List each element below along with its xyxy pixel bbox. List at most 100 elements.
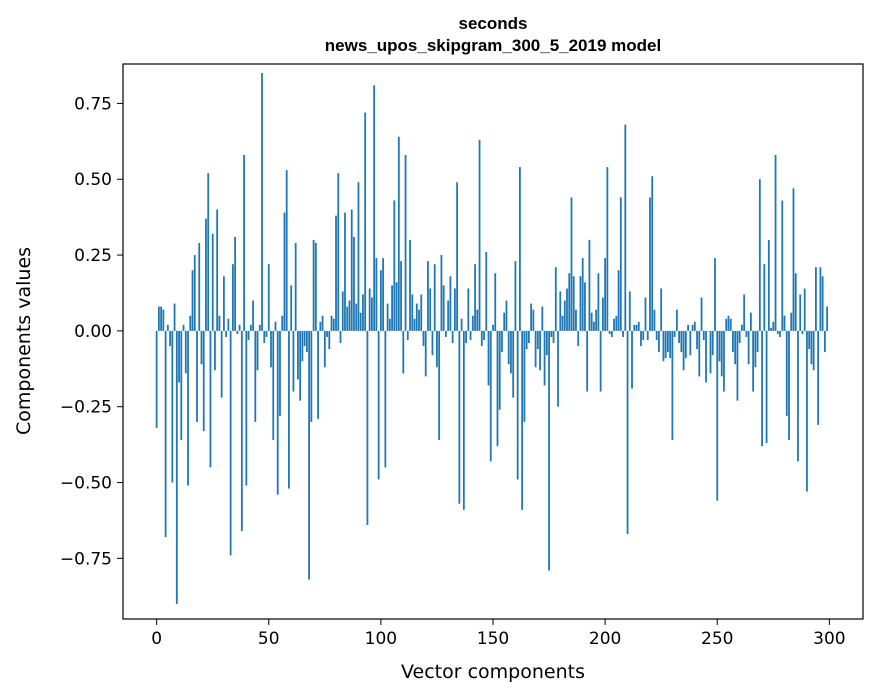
bar-100 [379, 270, 382, 331]
bar-6 [169, 330, 171, 347]
bar-129 [445, 330, 447, 337]
bar-111 [404, 154, 407, 331]
bar-84 [344, 212, 346, 331]
bar-10 [178, 330, 180, 383]
bar-4 [164, 330, 167, 538]
bar-229 [669, 330, 672, 359]
bar-175 [548, 330, 550, 571]
bar-44 [254, 330, 257, 422]
bar-12 [182, 324, 185, 331]
bar-283 [790, 312, 793, 331]
bar-120 [424, 330, 427, 377]
bar-28 [218, 315, 221, 331]
bar-191 [584, 282, 586, 331]
x-tick-label: 0 [151, 629, 162, 649]
x-tick-label: 50 [258, 629, 280, 649]
bar-85 [346, 306, 349, 331]
bar-86 [348, 300, 351, 331]
x-tick-label: 150 [477, 629, 509, 649]
bar-168 [532, 309, 535, 331]
bar-254 [725, 318, 728, 331]
bar-293 [812, 330, 815, 371]
bar-202 [608, 330, 611, 334]
bar-187 [575, 309, 577, 331]
bar-47 [261, 73, 263, 331]
bar-209 [624, 124, 627, 331]
bar-136 [460, 318, 463, 331]
bar-192 [586, 330, 589, 392]
bar-169 [534, 330, 537, 368]
bar-298 [823, 330, 826, 353]
bar-93 [364, 112, 367, 331]
bar-64 [299, 330, 302, 401]
bar-71 [314, 242, 317, 331]
bar-177 [552, 330, 555, 344]
bar-132 [451, 330, 454, 344]
bar-285 [794, 273, 797, 331]
bar-50 [267, 264, 270, 331]
bar-87 [350, 209, 353, 331]
bar-140 [469, 330, 472, 340]
bar-89 [355, 303, 358, 331]
bar-250 [716, 330, 719, 501]
bar-189 [579, 276, 582, 331]
bar-206 [617, 270, 620, 331]
bar-54 [276, 330, 279, 495]
bar-57 [283, 212, 286, 331]
bar-161 [516, 330, 519, 480]
chart-title: seconds [459, 14, 528, 33]
bar-164 [523, 330, 526, 422]
bar-59 [288, 330, 290, 489]
bar-119 [422, 330, 425, 347]
bar-186 [572, 276, 575, 331]
bar-243 [700, 297, 703, 331]
bar-52 [272, 330, 275, 441]
bar-146 [483, 330, 485, 340]
bar-228 [667, 330, 669, 353]
bar-266 [752, 330, 755, 392]
bar-60 [290, 285, 293, 331]
y-tick-label: −0.25 [60, 398, 112, 418]
bar-76 [326, 330, 328, 337]
bar-17 [193, 255, 196, 331]
bar-276 [774, 154, 777, 331]
bar-264 [747, 330, 750, 365]
bar-147 [485, 252, 488, 331]
bar-224 [658, 330, 660, 353]
plot-frame [122, 63, 864, 620]
bar-91 [359, 312, 362, 331]
bar-5 [166, 324, 169, 331]
bar-281 [785, 330, 788, 416]
bar-237 [687, 324, 689, 331]
bar-214 [635, 324, 638, 331]
bar-299 [826, 306, 829, 331]
bar-143 [476, 309, 479, 331]
bar-216 [640, 330, 642, 347]
bar-248 [711, 330, 714, 356]
bar-67 [305, 330, 308, 353]
bar-1 [157, 306, 160, 331]
bar-127 [440, 255, 443, 331]
bar-13 [184, 330, 187, 374]
bar-152 [496, 330, 499, 447]
bar-21 [202, 330, 205, 431]
bar-15 [189, 315, 192, 331]
bar-116 [415, 303, 418, 331]
bar-8 [173, 303, 176, 331]
bar-162 [519, 167, 521, 331]
bar-106 [393, 200, 396, 331]
bar-158 [510, 330, 512, 374]
bar-2 [160, 306, 163, 331]
bar-18 [196, 330, 198, 422]
x-axis-label: Vector components [401, 661, 585, 683]
bar-130 [447, 300, 450, 331]
bar-97 [373, 85, 376, 331]
bar-261 [741, 324, 743, 331]
bar-55 [279, 330, 281, 416]
bar-103 [386, 303, 389, 331]
bar-278 [779, 330, 781, 337]
bar-296 [819, 267, 822, 331]
bar-193 [588, 239, 591, 331]
bar-135 [458, 330, 461, 504]
